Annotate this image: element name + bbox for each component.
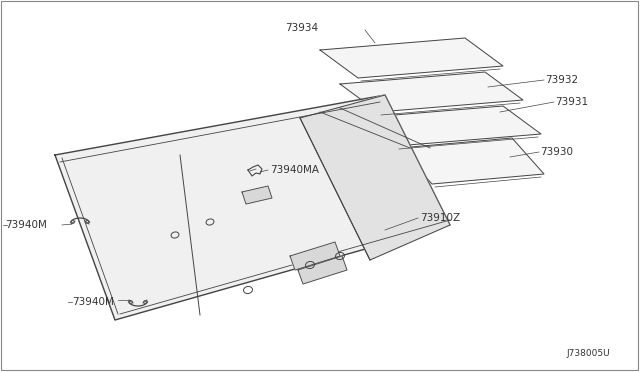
Text: 73940M: 73940M	[5, 220, 47, 230]
Text: 73934: 73934	[285, 23, 318, 33]
Text: 73940MA: 73940MA	[270, 165, 319, 175]
Polygon shape	[242, 186, 272, 204]
Text: 73932: 73932	[545, 75, 578, 85]
Text: 73931: 73931	[555, 97, 588, 107]
Polygon shape	[298, 256, 347, 284]
Polygon shape	[320, 38, 503, 78]
Polygon shape	[340, 72, 523, 112]
Polygon shape	[55, 95, 450, 320]
Text: 73930: 73930	[540, 147, 573, 157]
Text: 73910Z: 73910Z	[420, 213, 460, 223]
Text: J738005U: J738005U	[566, 349, 610, 358]
Polygon shape	[300, 95, 450, 260]
Text: 73940M: 73940M	[72, 297, 114, 307]
Polygon shape	[358, 106, 541, 146]
Polygon shape	[400, 138, 544, 184]
Polygon shape	[290, 242, 340, 270]
